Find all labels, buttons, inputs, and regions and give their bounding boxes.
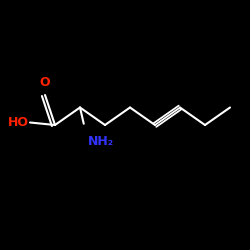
Text: NH₂: NH₂ [88, 135, 114, 148]
Text: HO: HO [8, 116, 29, 129]
Text: O: O [40, 76, 50, 89]
